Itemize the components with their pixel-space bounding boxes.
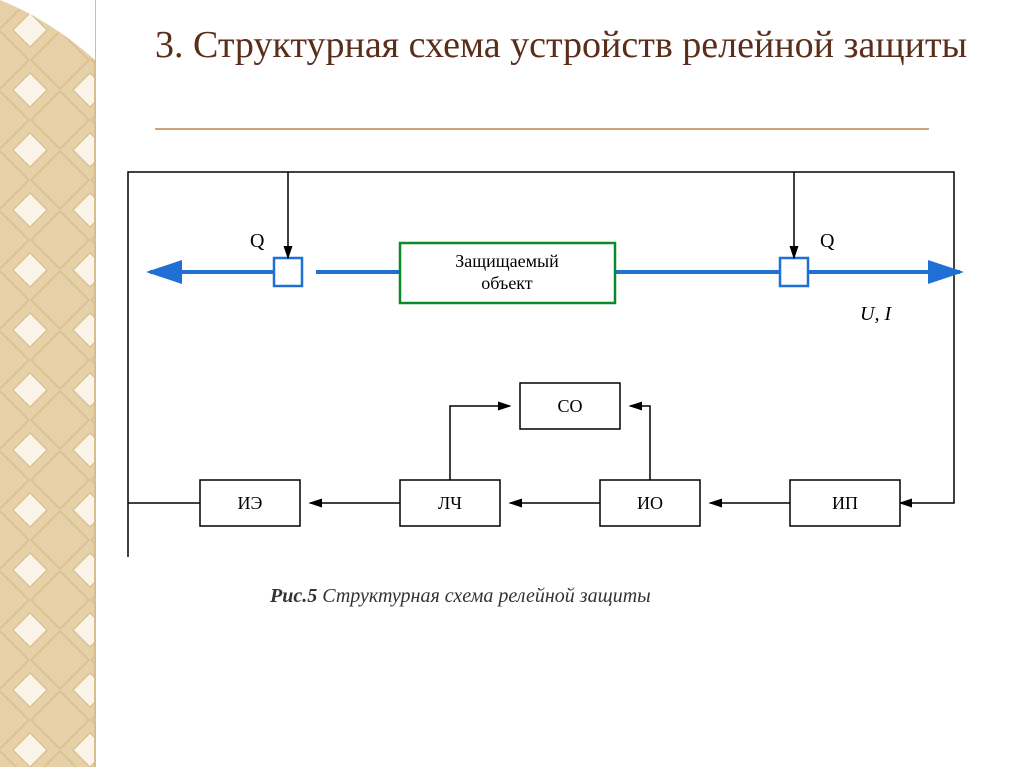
page-title: 3. Структурная схема устройств релейной … — [155, 22, 967, 70]
title-underline — [155, 128, 929, 130]
ui-label: U, I — [860, 303, 892, 325]
line-to-ip — [900, 345, 954, 503]
protected-object-label-2: объект — [481, 273, 533, 293]
q-box-right — [780, 258, 808, 286]
protected-object-label-1: Защищаемый — [455, 251, 559, 271]
io-label: ИО — [637, 493, 663, 513]
ip-label: ИП — [832, 493, 858, 513]
caption-text: Структурная схема релейной защиты — [317, 585, 650, 607]
arrow-lch-co — [450, 406, 510, 480]
caption-prefix: Рис.5 — [270, 585, 317, 607]
q-label-left: Q — [250, 230, 265, 252]
q-box-left — [274, 258, 302, 286]
q-label-right: Q — [820, 230, 835, 252]
figure-caption: Рис.5 Структурная схема релейной защиты — [270, 585, 651, 608]
arrow-io-co — [630, 406, 650, 480]
diagram: Q Q Защищаемый объект U, I CO ИЭ ЛЧ ИО И… — [90, 165, 980, 695]
ie-label: ИЭ — [238, 493, 263, 513]
co-label: CO — [557, 396, 582, 416]
lch-label: ЛЧ — [438, 493, 462, 513]
